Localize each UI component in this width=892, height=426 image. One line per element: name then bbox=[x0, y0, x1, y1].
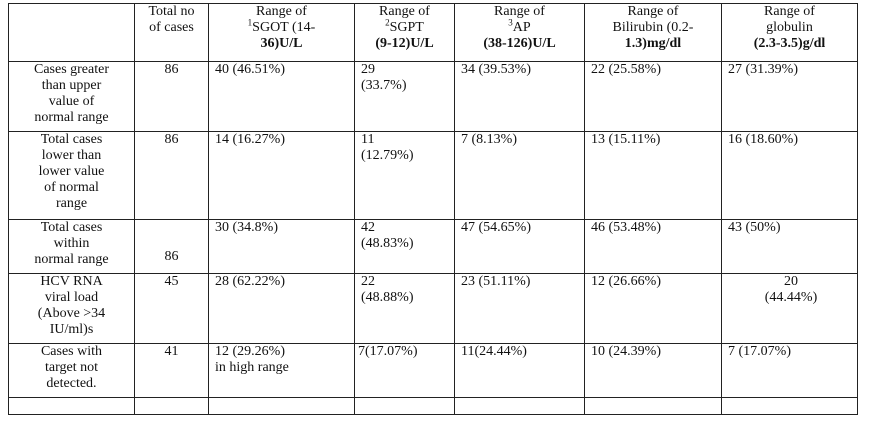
cell-bilirubin: 46 (53.48%) bbox=[584, 219, 722, 274]
cell-ap: 34 (39.53%) bbox=[454, 61, 585, 132]
header-globulin: Range of globulin (2.3-3.5)g/dl bbox=[721, 3, 858, 62]
table-row: Total cases within normal range 86 30 (3… bbox=[8, 219, 858, 274]
cell-globulin bbox=[721, 397, 858, 415]
cell-sgpt: 29 (33.7%) bbox=[354, 61, 455, 132]
cell-bilirubin: 10 (24.39%) bbox=[584, 343, 722, 398]
cell-ap: 23 (51.11%) bbox=[454, 273, 585, 344]
cell-total bbox=[134, 397, 209, 415]
header-blank bbox=[8, 3, 135, 62]
cell-sgpt: 7(17.07%) bbox=[354, 343, 455, 398]
cell-total: 86 bbox=[134, 219, 209, 274]
cell-ap: 11(24.44%) bbox=[454, 343, 585, 398]
table-row: Cases greater than upper value of normal… bbox=[8, 61, 858, 132]
cell-sgot: 28 (62.22%) bbox=[208, 273, 355, 344]
table-row: HCV RNA viral load (Above >34 IU/ml)s 45… bbox=[8, 273, 858, 344]
header-row: Total no of cases Range of 1SGOT (14- 36… bbox=[8, 3, 858, 62]
cell-sgot bbox=[208, 397, 355, 415]
row-label bbox=[8, 397, 135, 415]
header-sgot: Range of 1SGOT (14- 36)U/L bbox=[208, 3, 355, 62]
cell-bilirubin: 22 (25.58%) bbox=[584, 61, 722, 132]
cell-ap: 47 (54.65%) bbox=[454, 219, 585, 274]
cell-bilirubin: 13 (15.11%) bbox=[584, 131, 722, 220]
lab-results-table: Total no of cases Range of 1SGOT (14- 36… bbox=[8, 3, 858, 415]
header-ap: Range of 3AP (38-126)U/L bbox=[454, 3, 585, 62]
cell-total: 45 bbox=[134, 273, 209, 344]
cell-sgpt bbox=[354, 397, 455, 415]
table-row: Total cases lower than lower value of no… bbox=[8, 131, 858, 220]
row-label: Cases greater than upper value of normal… bbox=[8, 61, 135, 132]
cell-globulin: 16 (18.60%) bbox=[721, 131, 858, 220]
row-label: Total cases lower than lower value of no… bbox=[8, 131, 135, 220]
cell-sgpt: 22 (48.88%) bbox=[354, 273, 455, 344]
cell-total: 86 bbox=[134, 131, 209, 220]
cell-ap: 7 (8.13%) bbox=[454, 131, 585, 220]
cell-ap bbox=[454, 397, 585, 415]
cell-sgot: 30 (34.8%) bbox=[208, 219, 355, 274]
cell-globulin: 27 (31.39%) bbox=[721, 61, 858, 132]
cell-sgpt: 42 (48.83%) bbox=[354, 219, 455, 274]
cell-bilirubin: 12 (26.66%) bbox=[584, 273, 722, 344]
cell-globulin: 20 (44.44%) bbox=[721, 273, 858, 344]
header-total-cases: Total no of cases bbox=[134, 3, 209, 62]
cell-sgot: 14 (16.27%) bbox=[208, 131, 355, 220]
cell-sgpt: 11 (12.79%) bbox=[354, 131, 455, 220]
cell-bilirubin bbox=[584, 397, 722, 415]
cell-sgot: 12 (29.26%) in high range bbox=[208, 343, 355, 398]
cell-globulin: 7 (17.07%) bbox=[721, 343, 858, 398]
row-label: Cases with target not detected. bbox=[8, 343, 135, 398]
row-label: HCV RNA viral load (Above >34 IU/ml)s bbox=[8, 273, 135, 344]
header-bilirubin: Range of Bilirubin (0.2- 1.3)mg/dl bbox=[584, 3, 722, 62]
row-label: Total cases within normal range bbox=[8, 219, 135, 274]
cell-total: 86 bbox=[134, 61, 209, 132]
cell-sgot: 40 (46.51%) bbox=[208, 61, 355, 132]
header-sgpt: Range of 2SGPT (9-12)U/L bbox=[354, 3, 455, 62]
cell-total: 41 bbox=[134, 343, 209, 398]
table-row: Cases with target not detected. 41 12 (2… bbox=[8, 343, 858, 398]
cell-globulin: 43 (50%) bbox=[721, 219, 858, 274]
table-row-empty bbox=[8, 397, 858, 415]
